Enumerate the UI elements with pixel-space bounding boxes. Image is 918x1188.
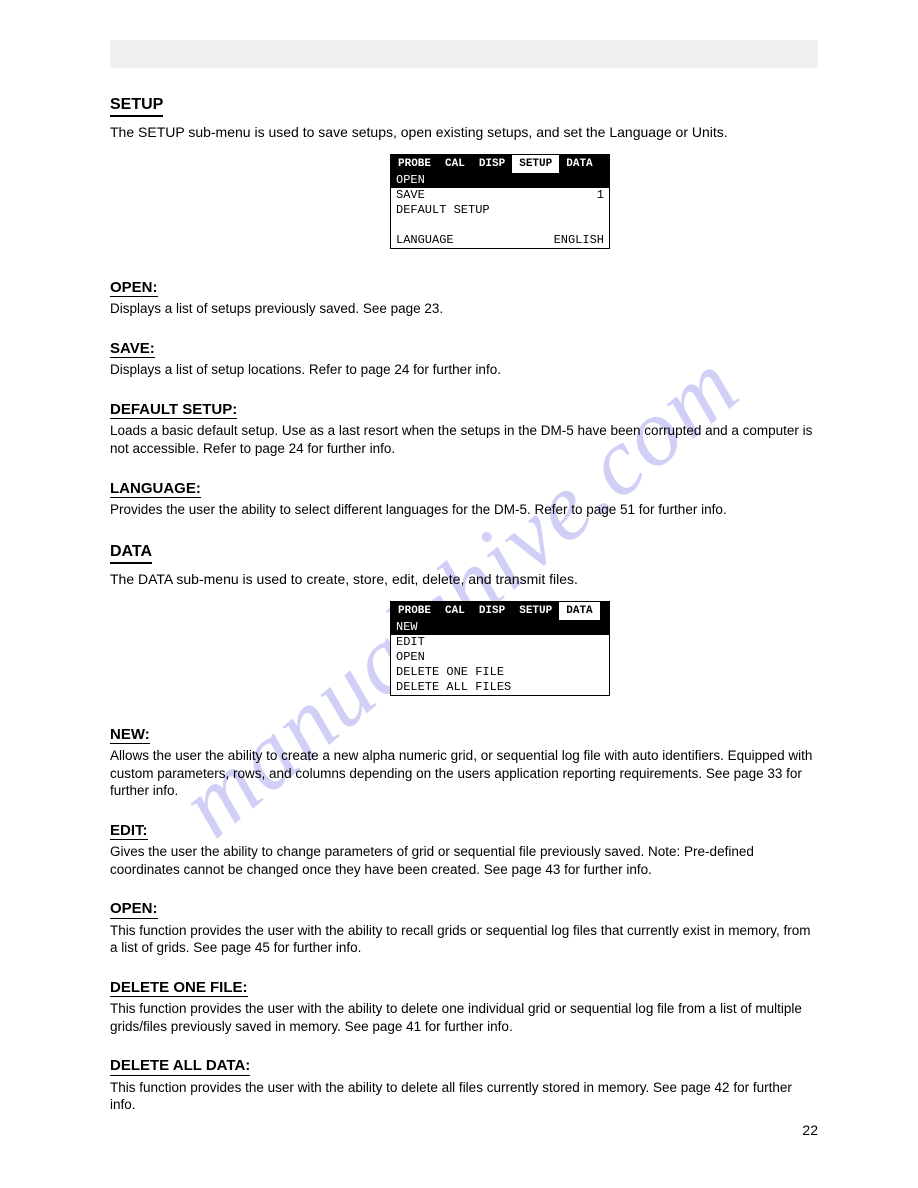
item-heading-open: OPEN: bbox=[110, 279, 158, 298]
menu-label: OPEN bbox=[396, 651, 425, 664]
tab-cal[interactable]: CAL bbox=[438, 155, 472, 173]
menu-label: DELETE ALL FILES bbox=[396, 681, 511, 694]
item-heading-edit: EDIT: bbox=[110, 822, 148, 841]
item-heading-save: SAVE: bbox=[110, 340, 155, 359]
tab-disp[interactable]: DISP bbox=[472, 155, 512, 173]
menu-label: SAVE bbox=[396, 189, 425, 202]
item-text-edit: Gives the user the ability to change par… bbox=[110, 843, 818, 878]
tab-probe[interactable]: PROBE bbox=[391, 155, 438, 173]
menu-row-default[interactable]: DEFAULT SETUP bbox=[391, 203, 609, 218]
tab-cal[interactable]: CAL bbox=[438, 602, 472, 620]
item-text-save: Displays a list of setup locations. Refe… bbox=[110, 361, 818, 379]
item-heading-default: DEFAULT SETUP: bbox=[110, 401, 237, 420]
item-text-deleteall: This function provides the user with the… bbox=[110, 1079, 818, 1114]
section-heading-setup: SETUP bbox=[110, 96, 163, 117]
item-text-new: Allows the user the ability to create a … bbox=[110, 747, 818, 800]
tab-data[interactable]: DATA bbox=[559, 602, 599, 620]
menu-spacer bbox=[391, 218, 609, 233]
menu-label: EDIT bbox=[396, 636, 425, 649]
menu-row-open[interactable]: OPEN bbox=[391, 173, 609, 188]
header-bar bbox=[110, 40, 818, 68]
menu-label: LANGUAGE bbox=[396, 234, 454, 247]
menu-row-language[interactable]: LANGUAGE ENGLISH bbox=[391, 233, 609, 248]
menu-setup-tabs: PROBE CAL DISP SETUP DATA bbox=[391, 155, 609, 173]
section-intro-data: The DATA sub-menu is used to create, sto… bbox=[110, 570, 818, 589]
menu-row-edit[interactable]: EDIT bbox=[391, 635, 609, 650]
item-heading-deleteone: DELETE ONE FILE: bbox=[110, 979, 248, 998]
menu-row-save[interactable]: SAVE 1 bbox=[391, 188, 609, 203]
item-heading-open-d: OPEN: bbox=[110, 900, 158, 919]
tab-data[interactable]: DATA bbox=[559, 155, 599, 173]
item-text-open-d: This function provides the user with the… bbox=[110, 922, 818, 957]
tab-probe[interactable]: PROBE bbox=[391, 602, 438, 620]
page-content: SETUP The SETUP sub-menu is used to save… bbox=[0, 0, 918, 1160]
item-text-default: Loads a basic default setup. Use as a la… bbox=[110, 422, 818, 457]
menu-data-tabs: PROBE CAL DISP SETUP DATA bbox=[391, 602, 609, 620]
item-heading-deleteall: DELETE ALL DATA: bbox=[110, 1057, 250, 1076]
menu-value: ENGLISH bbox=[554, 234, 604, 247]
menu-row-open[interactable]: OPEN bbox=[391, 650, 609, 665]
item-heading-new: NEW: bbox=[110, 726, 150, 745]
menu-row-delete-one[interactable]: DELETE ONE FILE bbox=[391, 665, 609, 680]
menu-value: 1 bbox=[597, 189, 604, 202]
menu-label: OPEN bbox=[396, 174, 425, 187]
item-text-open: Displays a list of setups previously sav… bbox=[110, 300, 818, 318]
tab-setup[interactable]: SETUP bbox=[512, 155, 559, 173]
menu-label: NEW bbox=[396, 621, 418, 634]
menu-row-new[interactable]: NEW bbox=[391, 620, 609, 635]
menu-label: DEFAULT SETUP bbox=[396, 204, 490, 217]
section-intro-setup: The SETUP sub-menu is used to save setup… bbox=[110, 123, 818, 142]
item-text-language: Provides the user the ability to select … bbox=[110, 501, 818, 519]
tab-disp[interactable]: DISP bbox=[472, 602, 512, 620]
menu-row-delete-all[interactable]: DELETE ALL FILES bbox=[391, 680, 609, 695]
section-heading-data: DATA bbox=[110, 543, 152, 564]
menu-setup: PROBE CAL DISP SETUP DATA OPEN SAVE 1 DE… bbox=[390, 154, 610, 249]
menu-label: DELETE ONE FILE bbox=[396, 666, 504, 679]
menu-data: PROBE CAL DISP SETUP DATA NEW EDIT OPEN … bbox=[390, 601, 610, 696]
tab-setup[interactable]: SETUP bbox=[512, 602, 559, 620]
item-text-deleteone: This function provides the user with the… bbox=[110, 1000, 818, 1035]
item-heading-language: LANGUAGE: bbox=[110, 480, 201, 499]
